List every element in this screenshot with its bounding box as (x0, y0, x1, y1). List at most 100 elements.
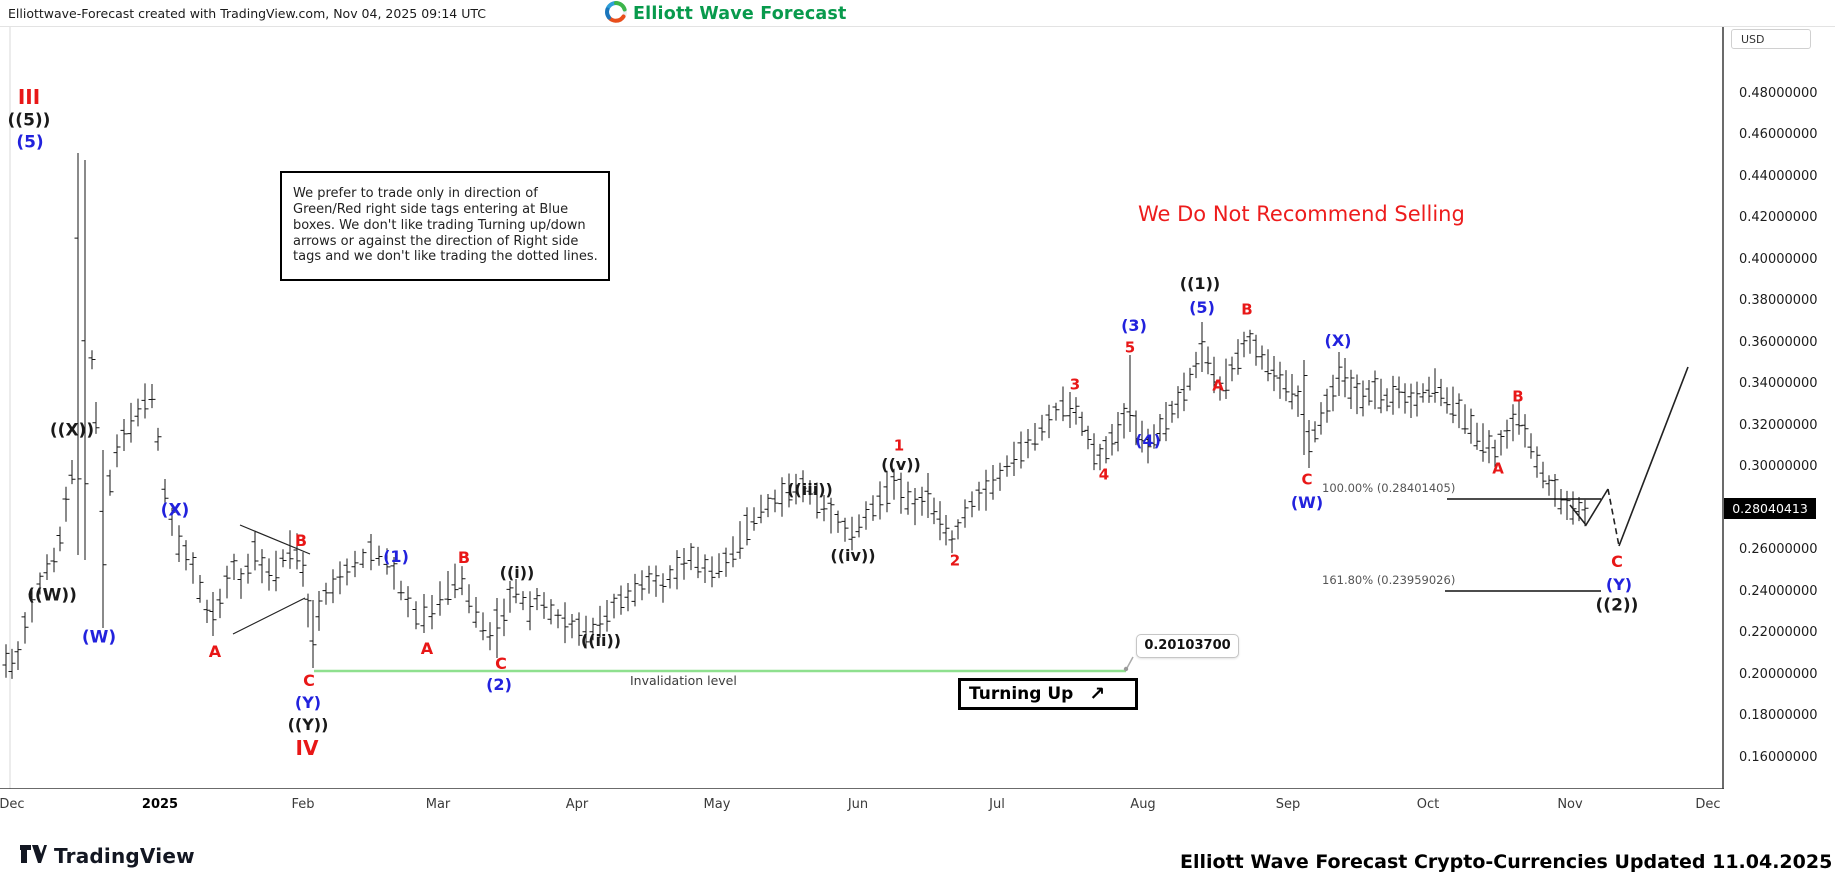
wave-label: A (420, 639, 434, 658)
wave-label: ((W)) (27, 585, 77, 606)
wave-label: C (1611, 552, 1623, 571)
time-axis-label: Dec (0, 797, 25, 812)
price-tick-label: 0.36000000 (1739, 334, 1818, 350)
wave-label: (X) (1324, 331, 1352, 350)
wave-label: ((1)) (1179, 274, 1221, 293)
wave-label: 3 (1069, 375, 1081, 394)
wave-label: ((iv)) (830, 546, 876, 565)
wave-label: C (1301, 470, 1313, 489)
invalidation-level-label: Invalidation level (630, 673, 737, 688)
currency-usd-button[interactable]: USD (1731, 29, 1811, 49)
elliott-wave-forecast-logo-text: Elliott Wave Forecast (633, 4, 847, 24)
wave-label: (3) (1121, 316, 1147, 335)
wave-label: B (457, 548, 471, 567)
price-tick-label: 0.46000000 (1739, 127, 1818, 142)
wave-label: III (17, 85, 41, 109)
price-tick-label: 0.40000000 (1739, 251, 1818, 267)
wave-label: ((2)) (1595, 595, 1639, 616)
wave-label: (X) (160, 500, 190, 521)
wave-label: ((ii)) (580, 631, 622, 650)
time-axis-label: Sep (1275, 797, 1301, 812)
time-axis[interactable]: Dec 2025 Feb Mar Apr May Jun Jul Aug Sep Oct Nov Dec (0, 789, 1835, 817)
price-tick-label: 0.44000000 (1739, 168, 1818, 184)
triangle-upper-trendline (239, 524, 311, 555)
wave-label: (5) (1189, 298, 1215, 317)
wave-label: ((i)) (499, 563, 535, 582)
time-axis-label: May (703, 797, 731, 812)
time-axis-label: Mar (425, 797, 451, 812)
time-axis-label: Feb (291, 797, 315, 812)
wave-label: (1) (383, 547, 409, 566)
time-axis-label: Apr (565, 797, 589, 812)
price-tick-label: 0.16000000 (1739, 749, 1818, 765)
time-axis-label: Jul (989, 797, 1005, 812)
wave-label: ((iii)) (787, 480, 833, 499)
tradingview-logo-icon (20, 843, 47, 869)
price-callout-tail (1126, 656, 1134, 669)
price-tick-label: 0.30000000 (1739, 459, 1818, 474)
wave-label: (4) (1135, 431, 1161, 450)
tradingview-logo[interactable]: TradingView (20, 843, 195, 869)
wave-label: A (1492, 459, 1504, 478)
wave-label: (W) (1290, 493, 1324, 512)
wave-label: B (1512, 387, 1524, 406)
price-tick-label: 0.34000000 (1739, 376, 1818, 391)
wave-label: (W) (81, 627, 117, 648)
wave-label: ((X)) (49, 420, 95, 441)
price-tick-label: 0.20000000 (1739, 666, 1818, 682)
wave-label: A (1212, 376, 1224, 395)
wave-label: (2) (486, 675, 512, 694)
tradingview-logo-text: TradingView (54, 844, 195, 868)
time-axis-label: Jun (847, 797, 869, 812)
price-tick-label: 0.42000000 (1739, 210, 1818, 225)
price-tick-label: 0.48000000 (1739, 85, 1818, 101)
wave-label: (5) (16, 132, 44, 153)
wave-label: C (303, 671, 315, 690)
price-tick-label: 0.24000000 (1739, 583, 1818, 599)
elliott-wave-forecast-logo: Elliott Wave Forecast (605, 1, 847, 27)
time-axis-label: Nov (1557, 797, 1583, 812)
price-scale[interactable]: USD 0.48000000 0.46000000 0.44000000 0.4200… (1724, 27, 1835, 789)
time-axis-label: Oct (1416, 797, 1440, 812)
fib-1618-label: 161.80% (0.23959026) (1322, 573, 1456, 587)
wave-label: (Y) (1605, 575, 1633, 594)
price-callout-anchor-dot (1123, 666, 1129, 672)
wave-label: ((v)) (881, 455, 921, 474)
wave-label: 2 (949, 551, 961, 570)
turning-up-label: Turning Up (969, 684, 1074, 704)
time-axis-label: 2025 (141, 797, 179, 812)
price-tick-label: 0.38000000 (1739, 293, 1818, 308)
wave-label: C (495, 654, 507, 673)
wave-label: 4 (1098, 465, 1110, 484)
ohlc-bars (2, 153, 1589, 679)
wave-label: A (208, 642, 222, 661)
wave-label: 5 (1124, 338, 1136, 357)
price-callout-bubble: 0.20103700 (1136, 634, 1239, 658)
projection-path-solid (1569, 488, 1609, 527)
triangle-lower-trendline (232, 597, 306, 635)
elliott-wave-forecast-logo-icon (605, 1, 627, 27)
price-tick-label: 0.32000000 (1739, 417, 1818, 433)
wave-label: IV (295, 736, 319, 760)
last-price-tag: 0.28040413 (1724, 497, 1816, 519)
wave-label: 1 (893, 436, 905, 455)
footer-caption: Elliott Wave Forecast Crypto-Currencies … (1180, 851, 1833, 873)
fib-100-label: 100.00% (0.28401405) (1322, 481, 1456, 495)
chart-header: Elliottwave-Forecast created with Tradin… (0, 0, 1835, 27)
wave-label: ((5)) (7, 110, 51, 131)
turning-up-arrow-icon: ↗ (1089, 682, 1106, 705)
projection-rally-line (1618, 366, 1689, 547)
wave-label: B (294, 531, 308, 550)
wave-label: B (1241, 300, 1253, 319)
price-tick-label: 0.26000000 (1739, 542, 1818, 557)
no-selling-warning-text: We Do Not Recommend Selling (1138, 202, 1465, 226)
turning-up-annotation: Turning Up ↗ (958, 678, 1138, 710)
trading-note-box: We prefer to trade only in direction of … (280, 171, 610, 282)
price-tick-label: 0.18000000 (1739, 708, 1818, 723)
chart-attribution-text: Elliottwave-Forecast created with Tradin… (8, 6, 486, 21)
time-axis-label: Dec (1695, 797, 1721, 812)
price-tick-label: 0.22000000 (1739, 625, 1818, 640)
wave-label: (Y) (294, 693, 322, 712)
